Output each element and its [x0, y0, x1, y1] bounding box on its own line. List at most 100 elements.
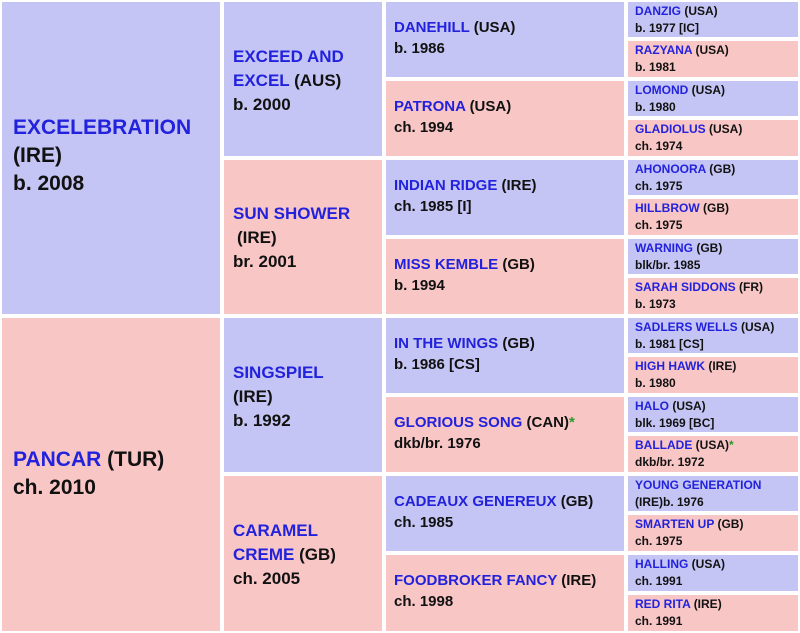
- horse-name: SUN SHOWER: [233, 204, 351, 223]
- horse-country: (GB): [560, 493, 594, 510]
- horse-name: GLADIOLUS: [635, 122, 706, 136]
- horse-name: GLORIOUS SONG: [394, 414, 523, 431]
- horse-detail: b. 1981: [635, 59, 676, 74]
- horse-detail: b. 1976: [663, 494, 704, 509]
- horse-cell-cadeaux-genereux: CADEAUX GENEREUX (GB) ch. 1985: [386, 476, 624, 551]
- horse-country: (GB): [502, 256, 535, 273]
- horse-detail: ch. 2010: [13, 476, 96, 499]
- horse-detail: b. 2000: [233, 95, 291, 114]
- horse-cell-halling: HALLING (USA) ch. 1991: [628, 555, 798, 591]
- horse-detail: ch. 1991: [635, 573, 683, 588]
- horse-country: (GB): [709, 162, 736, 176]
- horse-cell-sun-shower: SUN SHOWER (IRE) br. 2001: [224, 160, 382, 314]
- horse-name: DANZIG: [635, 4, 681, 18]
- horse-cell-high-hawk: HIGH HAWK (IRE) b. 1980: [628, 357, 798, 393]
- horse-cell-miss-kemble: MISS KEMBLE (GB) b. 1994: [386, 239, 624, 314]
- star-marker: *: [569, 414, 575, 431]
- horse-cell-halo: HALO (USA) blk. 1969 [BC]: [628, 397, 798, 432]
- horse-country: (CAN): [526, 414, 570, 431]
- horse-detail: ch. 1991: [635, 613, 683, 628]
- horse-name: RAZYANA: [635, 43, 693, 57]
- horse-name: FOODBROKER FANCY: [394, 572, 558, 589]
- horse-detail: blk. 1969 [BC]: [635, 415, 715, 430]
- horse-name: AHONOORA: [635, 162, 706, 176]
- horse-detail: b. 1980: [635, 99, 676, 114]
- horse-cell-young-generation: YOUNG GENERATION (IRE)b. 1976: [628, 476, 798, 511]
- horse-detail: ch. 1998: [394, 593, 454, 610]
- horse-cell-razyana: RAZYANA (USA) b. 1981: [628, 41, 798, 77]
- horse-country: (USA): [695, 438, 729, 452]
- horse-country: (USA): [709, 122, 743, 136]
- horse-name: SMARTEN UP: [635, 517, 715, 531]
- horse-name: CARAMEL CREME: [233, 521, 318, 564]
- horse-detail: blk/br. 1985: [635, 257, 701, 272]
- horse-detail: b. 1980: [635, 375, 676, 390]
- horse-name: HILLBROW: [635, 201, 700, 215]
- horse-country: (USA): [672, 399, 706, 413]
- horse-detail: b. 1981 [CS]: [635, 336, 704, 351]
- horse-country: (IRE): [708, 359, 737, 373]
- horse-name: MISS KEMBLE: [394, 256, 499, 273]
- horse-detail: b. 1994: [394, 277, 445, 294]
- horse-cell-pancar: PANCAR (TUR) ch. 2010: [2, 318, 220, 631]
- horse-name: LOMOND: [635, 83, 689, 97]
- horse-name: CADEAUX GENEREUX: [394, 493, 557, 510]
- horse-name: SARAH SIDDONS: [635, 280, 736, 294]
- horse-cell-sadlers-wells: SADLERS WELLS (USA) b. 1981 [CS]: [628, 318, 798, 353]
- horse-name: SINGSPIEL: [233, 363, 324, 382]
- horse-detail: dkb/br. 1976: [394, 435, 481, 452]
- horse-name: SADLERS WELLS: [635, 320, 738, 334]
- horse-country: (USA): [691, 83, 725, 97]
- horse-cell-warning: WARNING (GB) blk/br. 1985: [628, 239, 798, 274]
- horse-country: (IRE): [561, 572, 597, 589]
- horse-name: EXCELEBRATION: [13, 116, 192, 139]
- horse-name: WARNING: [635, 241, 693, 255]
- horse-name: HALO: [635, 399, 669, 413]
- horse-cell-smarten-up: SMARTEN UP (GB) ch. 1975: [628, 515, 798, 551]
- horse-detail: b. 1973: [635, 296, 676, 311]
- horse-name: BALLADE: [635, 438, 693, 452]
- star-marker: *: [729, 438, 734, 452]
- horse-country: (IRE): [233, 387, 273, 406]
- horse-name: HIGH HAWK: [635, 359, 705, 373]
- horse-cell-exceed-and-excel: EXCEED AND EXCEL (AUS) b. 2000: [224, 2, 382, 156]
- horse-cell-in-the-wings: IN THE WINGS (GB) b. 1986 [CS]: [386, 318, 624, 393]
- horse-name: PATRONA: [394, 98, 466, 115]
- horse-cell-ahonoora: AHONOORA (GB) ch. 1975: [628, 160, 798, 195]
- horse-country: (IRE): [13, 144, 62, 167]
- horse-detail: br. 2001: [233, 252, 297, 271]
- horse-country: (IRE): [237, 228, 277, 247]
- horse-cell-glorious-song: GLORIOUS SONG (CAN)* dkb/br. 1976: [386, 397, 624, 472]
- horse-country: (USA): [691, 557, 725, 571]
- horse-detail: ch. 1985: [394, 514, 454, 531]
- horse-name: YOUNG GENERATION: [635, 478, 762, 492]
- horse-country: (GB): [299, 545, 336, 564]
- horse-name: PANCAR: [13, 448, 102, 471]
- horse-cell-foodbroker-fancy: FOODBROKER FANCY (IRE) ch. 1998: [386, 555, 624, 631]
- horse-detail: dkb/br. 1972: [635, 454, 705, 469]
- horse-country: (TUR): [107, 448, 165, 471]
- horse-country: (IRE): [693, 597, 722, 611]
- horse-detail: b. 2008: [13, 172, 85, 195]
- horse-detail: b. 1977 [IC]: [635, 20, 700, 35]
- horse-detail: ch. 1985 [I]: [394, 198, 472, 215]
- horse-cell-danzig: DANZIG (USA) b. 1977 [IC]: [628, 2, 798, 37]
- horse-detail: ch. 1975: [635, 533, 683, 548]
- horse-country: (USA): [741, 320, 775, 334]
- horse-detail: b. 1986 [CS]: [394, 356, 480, 373]
- horse-country: (GB): [696, 241, 723, 255]
- horse-detail: ch. 1974: [635, 138, 683, 153]
- horse-cell-caramel-creme: CARAMEL CREME (GB) ch. 2005: [224, 476, 382, 631]
- horse-country: (AUS): [294, 71, 342, 90]
- horse-cell-excelebration: EXCELEBRATION (IRE) b. 2008: [2, 2, 220, 314]
- horse-cell-gladiolus: GLADIOLUS (USA) ch. 1974: [628, 120, 798, 156]
- horse-country: (USA): [684, 4, 718, 18]
- horse-detail: ch. 1994: [394, 119, 454, 136]
- horse-name: RED RITA: [635, 597, 691, 611]
- horse-country: (IRE): [635, 494, 663, 509]
- horse-name: IN THE WINGS: [394, 335, 499, 352]
- horse-cell-hillbrow: HILLBROW (GB) ch. 1975: [628, 199, 798, 235]
- horse-cell-indian-ridge: INDIAN RIDGE (IRE) ch. 1985 [I]: [386, 160, 624, 235]
- horse-cell-patrona: PATRONA (USA) ch. 1994: [386, 81, 624, 156]
- horse-name: EXCEED AND EXCEL: [233, 47, 344, 90]
